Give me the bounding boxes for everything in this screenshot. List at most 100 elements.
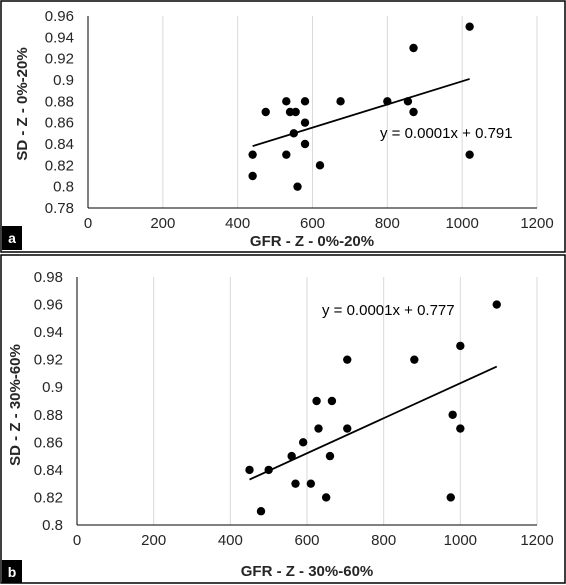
x-tick-label: 200 xyxy=(141,532,166,549)
x-axis-title: GFR - Z - 30%-60% xyxy=(241,563,374,580)
y-tick-label: 0.84 xyxy=(34,462,63,479)
x-tick-label: 400 xyxy=(218,532,243,549)
y-tick-label: 0.9 xyxy=(42,379,63,396)
y-tick-label: 0.8 xyxy=(53,179,74,196)
scatter-point xyxy=(383,97,392,106)
panel-label-box xyxy=(2,560,22,583)
scatter-point xyxy=(293,182,302,191)
trendline-segment xyxy=(252,78,470,147)
x-tick-label: 200 xyxy=(150,215,175,232)
panel-b-border xyxy=(0,254,566,584)
y-tick-label: 0.88 xyxy=(34,407,63,424)
y-tick-label: 0.94 xyxy=(34,324,63,341)
scatter-point xyxy=(282,150,291,159)
scatter-point xyxy=(256,507,266,516)
panel-label: b xyxy=(8,564,17,580)
scatter-point xyxy=(343,424,352,433)
scatter-point xyxy=(446,493,455,502)
x-tick-label: 1200 xyxy=(520,215,553,232)
x-tick-label: 400 xyxy=(225,215,250,232)
scatter-point xyxy=(456,341,465,351)
y-tick-label: 0.86 xyxy=(34,434,63,451)
y-tick-label: 0.8 xyxy=(42,517,63,534)
y-tick-label: 0.86 xyxy=(45,115,74,132)
y-tick-label: 0.96 xyxy=(45,8,74,25)
y-tick-labels: 0.8 0.82 0.84 0.86 0.88 0.9 0.92 0.94 0.96 0.98 xyxy=(34,269,63,534)
scatter-point xyxy=(291,107,300,117)
scatter-point xyxy=(403,97,413,106)
scatter-point xyxy=(448,410,457,419)
y-axis-title: SD - Z - 30%-60% xyxy=(7,344,24,466)
trendline-segment xyxy=(249,365,498,481)
scatter-point xyxy=(325,451,335,461)
x-tick-label: 1000 xyxy=(444,532,477,549)
x-tick-labels: 0 200 400 600 800 1000 1200 xyxy=(73,532,554,549)
scatter-point xyxy=(343,355,352,364)
y-tick-labels: 0.78 0.8 0.82 0.84 0.86 0.88 0.9 0.92 0.94 0.96 xyxy=(45,8,74,217)
scatter-point xyxy=(492,300,501,309)
x-axis-title: GFR - Z - 0%-20% xyxy=(250,233,374,250)
y-tick-label: 0.88 xyxy=(45,93,74,110)
scatter-point xyxy=(264,465,273,475)
scatter-point xyxy=(315,161,325,170)
panel-label-box xyxy=(2,226,22,250)
scatter-point xyxy=(327,396,337,406)
scatter-points xyxy=(245,300,501,516)
x-tick-label: 1200 xyxy=(520,532,553,549)
scatter-point xyxy=(300,139,310,149)
y-tick-label: 0.94 xyxy=(45,29,74,46)
scatter-point xyxy=(282,97,291,106)
scatter-point xyxy=(300,118,310,127)
trendline-equation: y = 0.0001x + 0.777 xyxy=(322,302,455,319)
x-tick-label: 1000 xyxy=(445,215,478,232)
y-tick-label: 0.92 xyxy=(45,51,74,68)
y-tick-label: 0.98 xyxy=(34,269,63,286)
scatter-point xyxy=(261,107,270,117)
trendline xyxy=(252,78,470,147)
scatter-point xyxy=(465,150,474,159)
scatter-point xyxy=(409,43,418,53)
x-tick-labels: 0 200 400 600 800 1000 1200 xyxy=(84,215,554,232)
y-tick-label: 0.82 xyxy=(34,489,63,506)
scatter-point xyxy=(298,438,308,447)
grid-lines xyxy=(162,16,538,208)
scatter-point xyxy=(248,150,257,159)
scatter-point xyxy=(289,129,298,138)
chart-panel-a: 0.78 0.8 0.82 0.84 0.86 0.88 0.9 0.92 0.94 0.96 0… xyxy=(2,8,554,250)
panel-a-border xyxy=(0,0,566,253)
y-tick-label: 0.96 xyxy=(34,297,63,314)
scatter-point xyxy=(291,479,300,488)
chart-panel-b: 0.8 0.82 0.84 0.86 0.88 0.9 0.92 0.94 0.96 0.98 0… xyxy=(2,269,554,583)
panel-label: a xyxy=(8,230,16,246)
x-tick-label: 0 xyxy=(84,215,92,232)
scatter-point xyxy=(321,493,331,502)
y-tick-label: 0.84 xyxy=(45,136,74,153)
y-tick-label: 0.82 xyxy=(45,157,74,174)
scatter-point xyxy=(314,424,323,433)
x-tick-label: 0 xyxy=(73,532,81,549)
x-tick-label: 800 xyxy=(375,215,400,232)
y-tick-label: 0.9 xyxy=(53,72,74,89)
scatter-point xyxy=(410,355,419,364)
y-tick-label: 0.78 xyxy=(45,200,74,217)
scatter-point xyxy=(336,97,345,106)
scatter-point xyxy=(306,479,316,488)
y-tick-label: 0.92 xyxy=(34,352,63,369)
trendline-equation: y = 0.0001x + 0.791 xyxy=(380,125,513,142)
scatter-points xyxy=(248,22,474,191)
scatter-point xyxy=(465,22,474,31)
scatter-point xyxy=(287,451,296,461)
x-tick-label: 600 xyxy=(294,532,319,549)
x-tick-label: 600 xyxy=(300,215,325,232)
scatter-point xyxy=(456,424,465,433)
scatter-point xyxy=(245,465,254,475)
scatter-point xyxy=(409,107,418,117)
scatter-point xyxy=(248,171,257,181)
scatter-point xyxy=(312,396,321,406)
x-tick-label: 800 xyxy=(371,532,396,549)
y-axis-title: SD - Z - 0%-20% xyxy=(14,47,31,160)
trendline xyxy=(249,365,498,481)
scatter-point xyxy=(300,97,310,106)
